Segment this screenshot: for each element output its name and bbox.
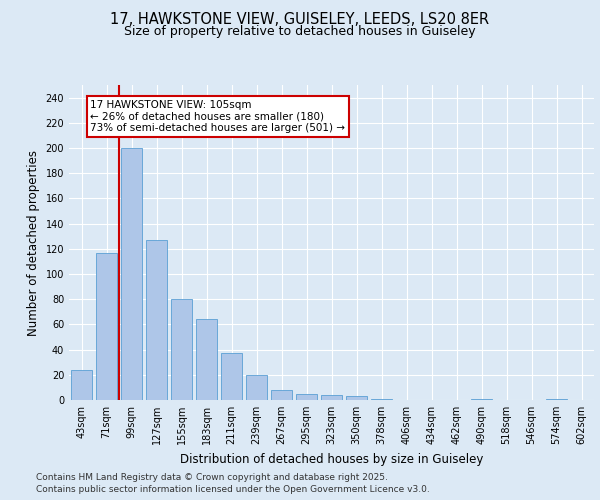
Bar xyxy=(196,320,217,400)
Bar xyxy=(271,390,292,400)
Text: Size of property relative to detached houses in Guiseley: Size of property relative to detached ho… xyxy=(124,25,476,38)
Text: Contains public sector information licensed under the Open Government Licence v3: Contains public sector information licen… xyxy=(36,485,430,494)
Bar xyxy=(471,398,492,400)
Bar xyxy=(296,394,317,400)
Bar xyxy=(96,252,117,400)
Text: 17 HAWKSTONE VIEW: 105sqm
← 26% of detached houses are smaller (180)
73% of semi: 17 HAWKSTONE VIEW: 105sqm ← 26% of detac… xyxy=(90,100,345,134)
Text: Contains HM Land Registry data © Crown copyright and database right 2025.: Contains HM Land Registry data © Crown c… xyxy=(36,472,388,482)
Y-axis label: Number of detached properties: Number of detached properties xyxy=(27,150,40,336)
Bar xyxy=(321,395,342,400)
Bar xyxy=(246,375,267,400)
Bar xyxy=(121,148,142,400)
Bar xyxy=(346,396,367,400)
Bar xyxy=(71,370,92,400)
Bar xyxy=(171,299,192,400)
Bar xyxy=(221,354,242,400)
Bar xyxy=(546,398,567,400)
Text: 17, HAWKSTONE VIEW, GUISELEY, LEEDS, LS20 8ER: 17, HAWKSTONE VIEW, GUISELEY, LEEDS, LS2… xyxy=(110,12,490,28)
Bar xyxy=(146,240,167,400)
Bar xyxy=(371,398,392,400)
X-axis label: Distribution of detached houses by size in Guiseley: Distribution of detached houses by size … xyxy=(180,452,483,466)
